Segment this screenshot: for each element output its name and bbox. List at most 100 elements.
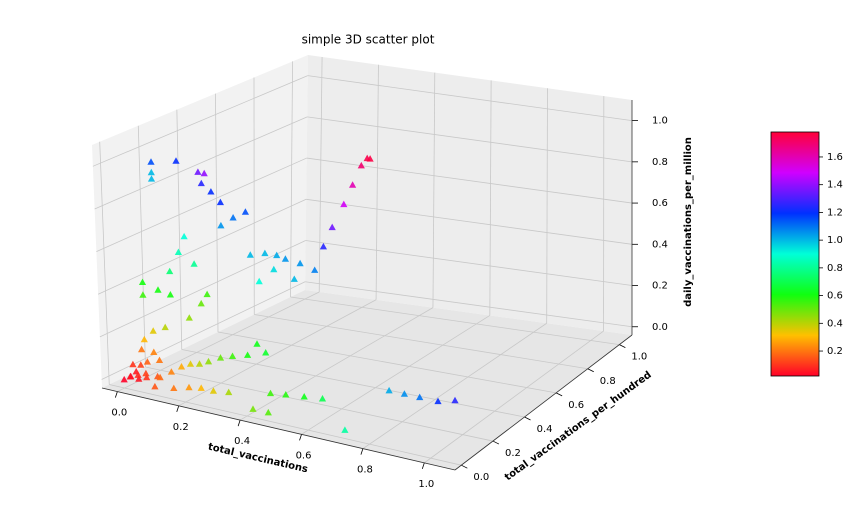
data-point [194, 168, 202, 175]
z-tick-label: 0.6 [652, 198, 668, 209]
y-tick [555, 392, 563, 397]
x-tick [299, 434, 302, 441]
grid-line [181, 349, 525, 418]
y-tick-label: 0.4 [537, 424, 553, 435]
data-point [282, 391, 290, 398]
data-point [200, 169, 208, 177]
data-point [203, 290, 211, 298]
axis-line [454, 334, 633, 471]
colorbar-tick-label: 0.8 [827, 263, 843, 274]
z-tick-label: 0.2 [652, 281, 668, 292]
grid-line [305, 240, 633, 286]
x-tick [421, 462, 425, 469]
y-tick-label: 1.0 [631, 352, 647, 363]
data-point [166, 291, 174, 298]
data-point [120, 375, 128, 383]
data-point [319, 242, 327, 250]
y-tick [587, 368, 594, 373]
x-tick-label: 0.4 [234, 436, 250, 447]
grid-line [546, 88, 548, 324]
colorbar-tick-label: 1.2 [827, 207, 843, 218]
data-point [147, 158, 155, 165]
grid-line [301, 315, 491, 435]
data-point [209, 387, 217, 394]
data-point [170, 384, 178, 391]
y-tick-label: 0.6 [568, 400, 584, 411]
y-tick-label: 0.0 [473, 472, 489, 483]
data-point [229, 214, 237, 221]
x-tick [114, 391, 118, 398]
grid-line [117, 291, 320, 392]
data-point [341, 426, 349, 433]
z-tick-label: 1.0 [652, 116, 668, 127]
data-point [225, 388, 233, 396]
grid-line [305, 281, 633, 328]
data-point [385, 386, 393, 394]
data-point [262, 349, 270, 356]
data-point [155, 356, 164, 363]
data-point [246, 251, 254, 258]
grid-line [306, 198, 633, 245]
data-point [134, 371, 142, 378]
z-tick-label: 0.0 [652, 322, 668, 333]
data-point [264, 408, 272, 416]
data-point [255, 277, 263, 285]
y-tick [492, 440, 500, 445]
data-point [266, 389, 275, 397]
data-point [318, 395, 327, 402]
grid-line [217, 331, 557, 394]
data-point [197, 179, 205, 187]
x-axis-label: total_vaccinations [207, 442, 309, 476]
data-point [357, 161, 365, 169]
colorbar [770, 131, 820, 377]
data-point [270, 265, 278, 273]
colorbar-tick-label: 0.6 [827, 291, 843, 302]
data-point [207, 188, 215, 195]
data-point [142, 369, 150, 377]
grid-line [96, 157, 307, 252]
grid-line [489, 80, 492, 316]
grid-line [307, 75, 633, 122]
data-point [349, 181, 357, 188]
data-point [197, 299, 205, 307]
y-tick [524, 416, 531, 421]
grid-line [290, 61, 293, 298]
grid-line [97, 198, 307, 295]
data-point [167, 368, 175, 375]
data-point [151, 382, 159, 390]
colorbar-tick-label: 0.4 [827, 318, 843, 329]
data-point [434, 397, 442, 405]
colorbar-tick-label: 1.0 [827, 235, 843, 246]
data-point [300, 393, 308, 400]
data-point [311, 266, 319, 273]
data-point [186, 360, 195, 367]
data-point [296, 259, 304, 267]
data-point [451, 396, 459, 404]
x-tick-label: 0.0 [111, 408, 127, 419]
data-point [253, 340, 261, 347]
data-point [261, 249, 269, 257]
data-point [150, 348, 158, 355]
data-point [147, 175, 156, 182]
grid-line [239, 307, 434, 421]
grid-line [92, 75, 308, 167]
y-tick [461, 464, 468, 469]
data-point [156, 373, 164, 381]
x-tick-label: 1.0 [418, 479, 434, 490]
data-point [204, 357, 213, 365]
data-point [172, 157, 180, 164]
grid-line [145, 366, 494, 442]
x-tick [237, 419, 241, 427]
data-point [241, 208, 249, 215]
data-point [190, 260, 198, 267]
grid-line [290, 296, 620, 346]
data-point [138, 345, 146, 353]
z-tick-label: 0.8 [652, 157, 668, 168]
data-point [328, 223, 336, 231]
data-point [137, 361, 145, 368]
grid-line [307, 116, 633, 163]
grid-line [362, 322, 547, 449]
data-point [185, 314, 193, 321]
data-point [340, 200, 348, 208]
